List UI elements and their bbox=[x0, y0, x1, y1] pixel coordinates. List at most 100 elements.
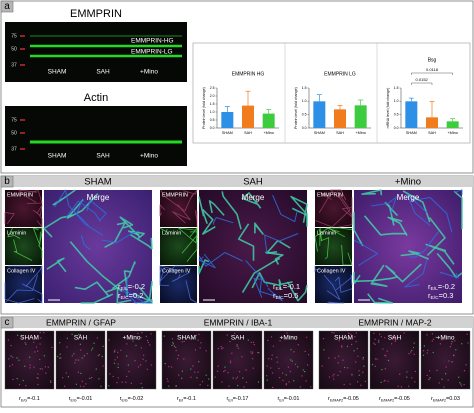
fluorescence-texture bbox=[195, 349, 196, 350]
fluorescence-texture bbox=[290, 349, 291, 350]
fluorescence-texture bbox=[451, 343, 452, 344]
fluorescence-texture bbox=[427, 353, 428, 354]
fluorescence-texture bbox=[118, 363, 119, 364]
fluorescence-texture bbox=[253, 368, 254, 369]
correlation-label: rE/I=-0.1 bbox=[177, 396, 196, 402]
fluorescence-texture bbox=[117, 357, 118, 358]
fluorescence-texture bbox=[208, 379, 209, 380]
fluorescence-texture bbox=[286, 333, 287, 334]
x-tick-label: SHAM bbox=[222, 131, 233, 135]
fluorescence-texture bbox=[8, 339, 9, 340]
fluorescence-texture bbox=[228, 386, 229, 387]
fluorescence-texture bbox=[75, 359, 76, 360]
fluorescence-texture bbox=[338, 362, 339, 363]
fluorescence-texture bbox=[378, 340, 379, 341]
fluorescence-texture bbox=[67, 338, 68, 339]
fluorescence-texture bbox=[145, 360, 146, 361]
fluorescence-texture bbox=[91, 349, 92, 350]
fluorescence-texture bbox=[252, 358, 253, 359]
group-title: EMMPRIN / GFAP bbox=[46, 317, 116, 327]
fluorescence-texture bbox=[357, 381, 358, 382]
fluorescence-texture bbox=[246, 369, 247, 370]
fluorescence-texture bbox=[19, 384, 20, 385]
marker-label: 50 bbox=[11, 46, 17, 52]
fluorescence-texture bbox=[304, 371, 305, 372]
fluorescence-texture bbox=[359, 375, 360, 376]
fluorescence-texture bbox=[98, 378, 99, 379]
fluorescence-texture bbox=[453, 355, 454, 356]
fluorescence-texture bbox=[10, 355, 11, 356]
marker-label: 75 bbox=[11, 117, 17, 123]
fluorescence-texture bbox=[277, 362, 278, 363]
value: =0.3 bbox=[439, 291, 454, 300]
fluorescence-texture bbox=[135, 345, 136, 346]
fluorescence-texture bbox=[25, 344, 26, 345]
lane-label: SHAM bbox=[48, 153, 67, 160]
fluorescence-texture bbox=[413, 347, 414, 348]
fluorescence-texture bbox=[384, 355, 385, 356]
fluorescence-texture bbox=[445, 373, 446, 374]
fluorescence-texture bbox=[167, 378, 168, 379]
y-tick-label: 2.5 bbox=[210, 86, 215, 90]
fluorescence-texture bbox=[108, 385, 109, 386]
condition-label: SHAM bbox=[177, 335, 196, 342]
fluorescence-texture bbox=[227, 334, 228, 335]
bar bbox=[405, 101, 417, 128]
fluorescence-texture bbox=[410, 351, 411, 352]
fluorescence-texture bbox=[218, 348, 219, 349]
fluorescence-texture bbox=[198, 334, 199, 335]
fluorescence-texture bbox=[89, 378, 90, 379]
fluorescence-texture bbox=[404, 333, 405, 334]
channel-label: Laminin bbox=[317, 230, 336, 236]
value: =-0.17 bbox=[233, 396, 249, 402]
lane-label: SHAM bbox=[48, 69, 67, 76]
correlation-label: rE/I=-0.17 bbox=[227, 396, 249, 402]
fluorescence-texture bbox=[126, 376, 127, 377]
fluorescence-texture bbox=[415, 371, 416, 372]
p-value: 0.0152 bbox=[416, 77, 429, 82]
condition-label: +Mino bbox=[280, 335, 298, 342]
fluorescence-texture bbox=[25, 342, 26, 343]
fluorescence-texture bbox=[459, 382, 460, 383]
fluorescence-texture bbox=[221, 348, 222, 349]
fluorescence-texture bbox=[190, 369, 191, 370]
fluorescence-texture bbox=[344, 367, 345, 368]
fluorescence-texture bbox=[103, 365, 104, 366]
fluorescence-texture bbox=[341, 345, 342, 346]
fluorescence-texture bbox=[357, 348, 358, 349]
fluorescence-texture bbox=[436, 370, 437, 371]
fluorescence-texture bbox=[355, 361, 356, 362]
fluorescence-texture bbox=[290, 359, 291, 360]
fluorescence-texture bbox=[48, 367, 49, 368]
fluorescence-texture bbox=[78, 360, 79, 361]
fluorescence-texture bbox=[91, 377, 92, 378]
marker-band bbox=[20, 132, 25, 133]
fluorescence-texture bbox=[458, 377, 459, 378]
fluorescence-texture bbox=[50, 382, 51, 383]
fluorescence-texture bbox=[171, 345, 172, 346]
fluorescence-texture bbox=[178, 355, 179, 356]
fluorescence-texture bbox=[289, 381, 290, 382]
fluorescence-texture bbox=[322, 365, 323, 366]
fluorescence-texture bbox=[237, 385, 238, 386]
fluorescence-texture bbox=[57, 356, 58, 357]
fluorescence-texture bbox=[335, 357, 336, 358]
fluorescence-texture bbox=[381, 336, 382, 337]
fluorescence-texture bbox=[282, 380, 283, 381]
fluorescence-texture bbox=[401, 386, 402, 387]
fluorescence-texture bbox=[230, 362, 231, 363]
fluorescence-texture bbox=[363, 357, 364, 358]
merge-label: Merge bbox=[87, 193, 110, 202]
fluorescence-texture bbox=[40, 332, 41, 333]
fluorescence-texture bbox=[354, 350, 355, 351]
fluorescence-texture bbox=[218, 366, 219, 367]
fluorescence-texture bbox=[80, 344, 81, 345]
fluorescence-texture bbox=[135, 360, 136, 361]
fluorescence-texture bbox=[461, 385, 462, 386]
fluorescence-texture bbox=[433, 339, 434, 340]
fluorescence-texture bbox=[37, 384, 38, 385]
y-tick-label: 1.0 bbox=[302, 99, 307, 103]
fluorescence-texture bbox=[268, 358, 269, 359]
fluorescence-texture bbox=[360, 385, 361, 386]
value: =-0.1 bbox=[283, 282, 300, 291]
